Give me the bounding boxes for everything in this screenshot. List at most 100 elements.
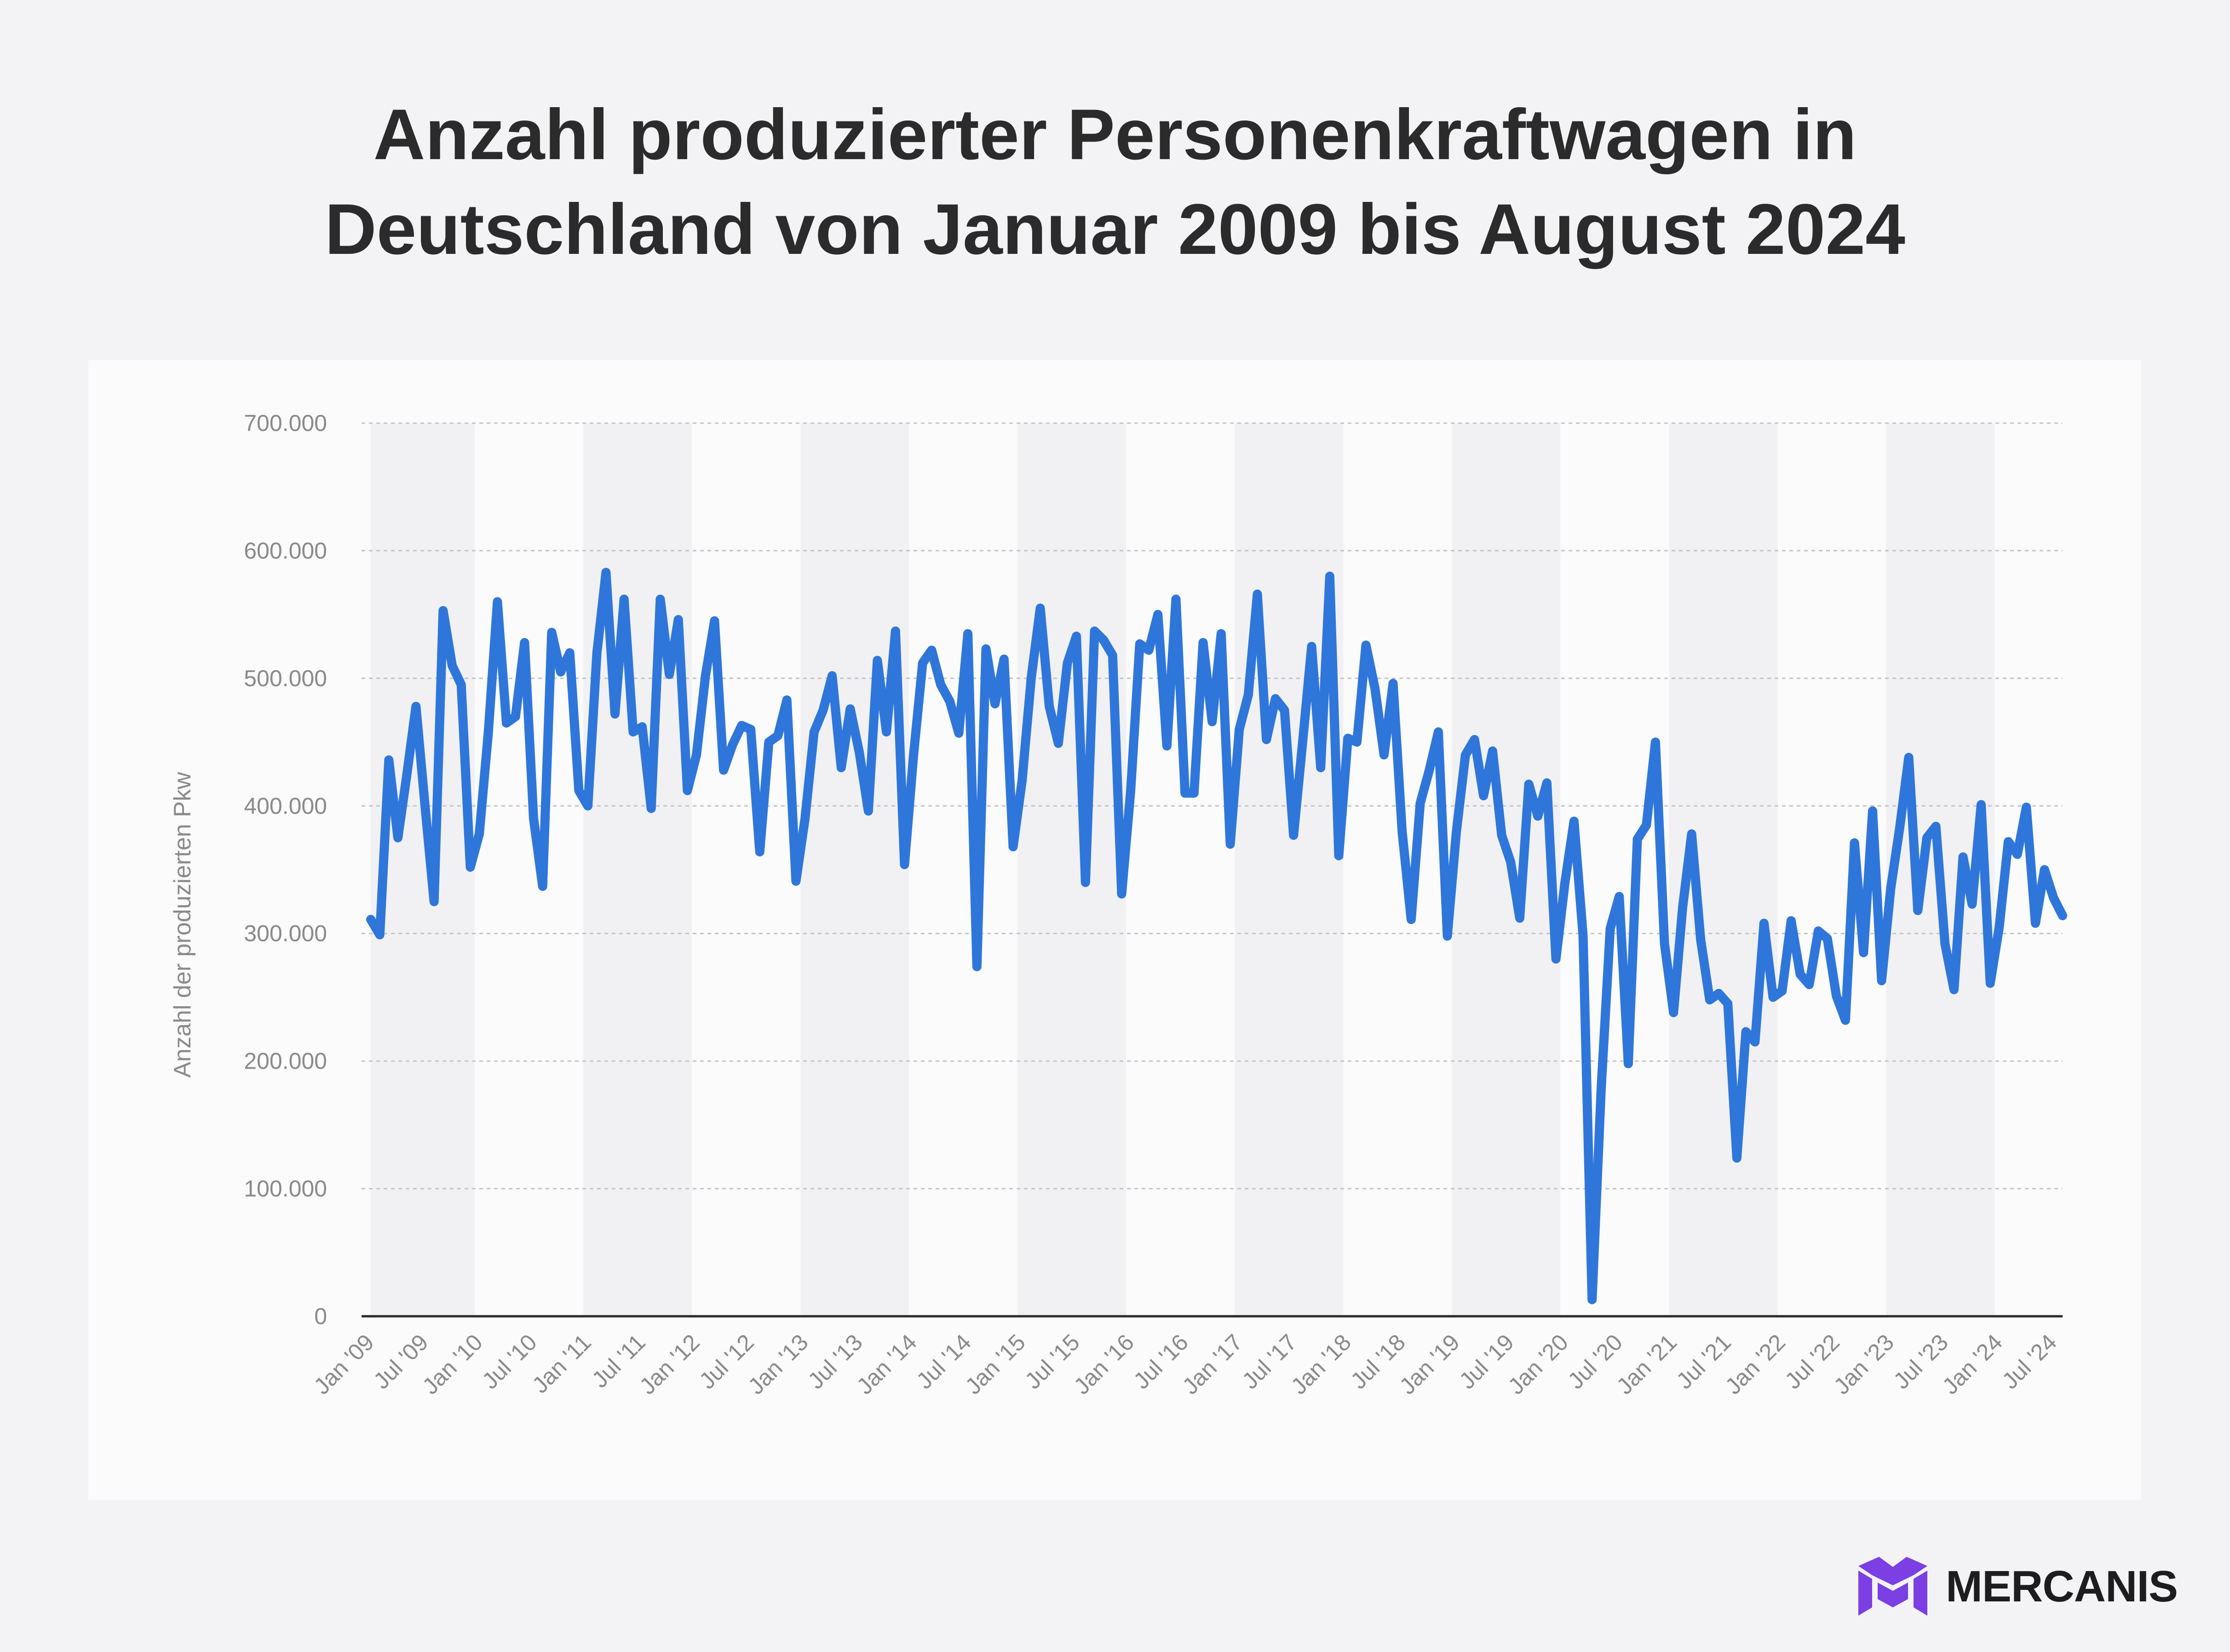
data-point: [549, 630, 554, 635]
data-point: [2015, 852, 2020, 857]
data-point: [2033, 921, 2038, 926]
data-point: [1942, 941, 1948, 946]
data-point: [1662, 941, 1667, 946]
data-point: [1924, 835, 1930, 841]
data-point: [1436, 729, 1441, 734]
data-point: [422, 803, 428, 809]
x-tick-label: Jan '22: [1720, 1329, 1791, 1400]
data-point: [612, 711, 618, 717]
data-point: [1598, 1086, 1604, 1092]
data-point: [1680, 905, 1685, 911]
data-point: [1246, 692, 1251, 698]
data-point: [1671, 1010, 1676, 1015]
data-point: [1064, 660, 1070, 666]
data-point: [1236, 727, 1242, 732]
data-point: [1408, 917, 1414, 922]
data-point: [866, 808, 871, 814]
data-point: [1933, 824, 1939, 829]
data-point: [748, 727, 753, 732]
data-point: [567, 650, 573, 655]
data-point: [1616, 894, 1622, 899]
data-point: [540, 883, 546, 889]
data-point: [1101, 637, 1106, 643]
x-tick-label: Jan '15: [960, 1329, 1030, 1400]
chart-card: 0 100.000 200.000 300.000 400.000 500.000 600.…: [88, 360, 2141, 1500]
y-tick-label: 400.000: [244, 793, 327, 819]
data-point: [721, 768, 726, 773]
data-point: [1309, 644, 1315, 649]
brand-logo[interactable]: MERCANIS: [1858, 1557, 2178, 1617]
data-point: [1291, 832, 1296, 838]
data-point: [2051, 895, 2056, 901]
data-point: [965, 631, 971, 637]
data-point: [784, 697, 790, 703]
data-point: [1173, 597, 1178, 602]
x-tick-label: Jan '21: [1612, 1329, 1682, 1400]
data-point: [766, 740, 771, 745]
series-line: [366, 568, 2067, 1304]
data-point: [1571, 819, 1577, 824]
data-point: [1074, 633, 1079, 639]
data-point: [1454, 829, 1459, 834]
y-tick-label: 700.000: [244, 410, 327, 436]
x-tick-label: Jan '13: [743, 1329, 813, 1400]
data-point: [793, 878, 799, 884]
mercanis-logo-icon: [1858, 1557, 1927, 1616]
data-point: [1110, 653, 1115, 658]
data-point: [1046, 704, 1052, 709]
data-point: [522, 640, 527, 645]
y-tick-label: 300.000: [244, 921, 327, 946]
data-point: [811, 729, 817, 734]
year-band: [1452, 423, 1561, 1316]
data-point: [911, 752, 916, 757]
data-point: [1318, 765, 1323, 770]
data-point: [1056, 740, 1061, 746]
data-point: [947, 699, 953, 704]
data-point: [676, 617, 681, 622]
data-point: [1119, 891, 1124, 897]
data-point: [1915, 908, 1920, 913]
data-point: [1264, 737, 1269, 742]
data-point: [603, 570, 609, 575]
brand-name: MERCANIS: [1946, 1562, 2178, 1611]
data-point: [839, 765, 844, 770]
data-point: [459, 682, 464, 688]
data-point: [1037, 605, 1043, 611]
data-point: [1300, 740, 1305, 745]
data-point: [1083, 880, 1088, 885]
data-point: [1255, 591, 1260, 597]
data-point: [649, 806, 654, 811]
x-tick-label: Jan '23: [1829, 1329, 1899, 1400]
x-tick-label: Jan '16: [1069, 1329, 1139, 1400]
data-point: [739, 723, 744, 728]
data-point: [757, 849, 763, 855]
data-point: [1209, 719, 1215, 724]
data-point: [1861, 950, 1866, 955]
y-tick-label: 600.000: [244, 538, 327, 563]
data-point: [1481, 793, 1486, 798]
data-point: [504, 720, 509, 726]
x-tick-label: Jul '24: [1997, 1329, 2062, 1394]
data-point: [1852, 840, 1857, 846]
x-tick-label: Jan '19: [1394, 1329, 1465, 1400]
data-point: [1418, 801, 1423, 806]
data-point: [829, 673, 835, 678]
data-point: [1644, 822, 1649, 828]
data-point: [1499, 832, 1505, 838]
data-point: [1608, 926, 1613, 931]
data-point: [639, 724, 645, 729]
data-point: [1001, 656, 1007, 662]
data-point: [1589, 1297, 1595, 1302]
year-band: [371, 423, 475, 1316]
data-point: [684, 788, 690, 793]
data-point: [413, 704, 419, 709]
data-point: [1988, 981, 1993, 986]
data-point: [730, 742, 736, 747]
x-tick-label: Jan '11: [527, 1329, 596, 1398]
x-tick-label: Jan '14: [851, 1329, 922, 1400]
data-point: [1960, 854, 1966, 860]
data-point: [1336, 853, 1342, 858]
data-point: [368, 917, 374, 922]
data-point: [1689, 831, 1695, 837]
data-point: [1888, 886, 1893, 892]
